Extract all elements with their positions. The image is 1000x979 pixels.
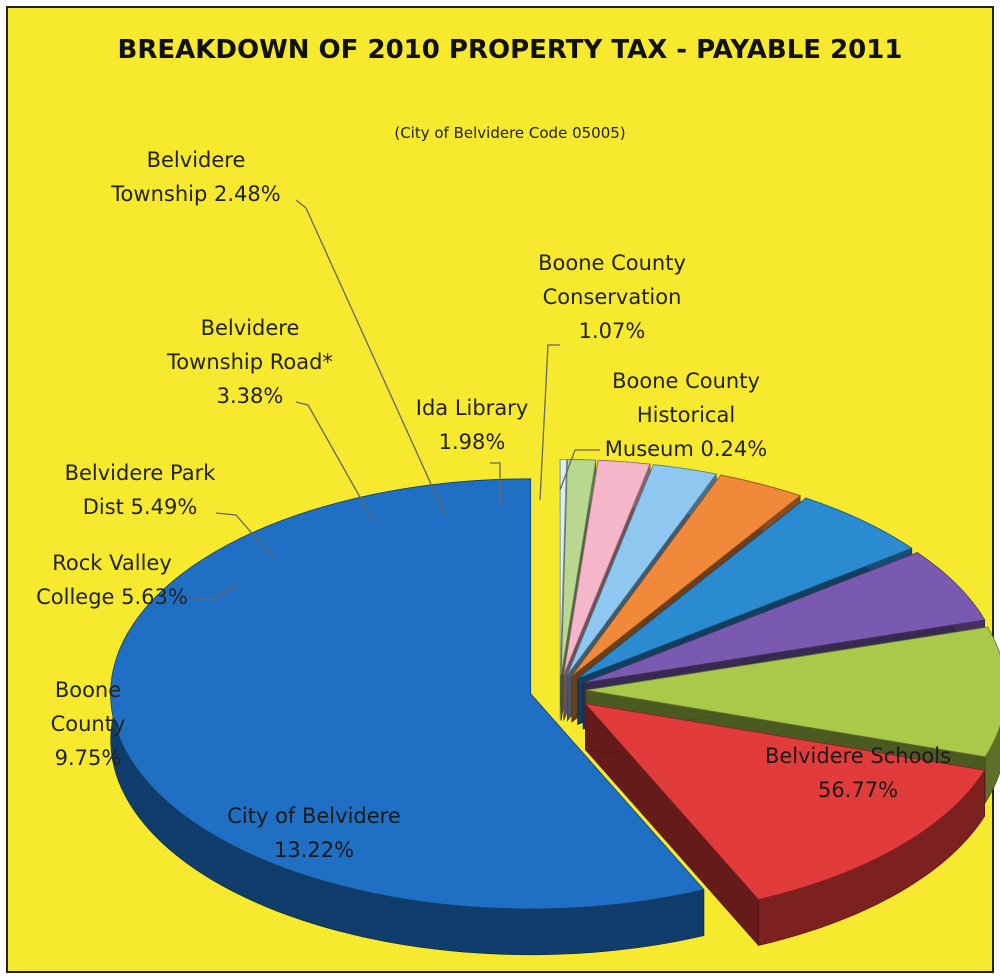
label-museum-line-3: Museum 0.24% [605,437,767,461]
label-park-line-2: Dist 5.49% [83,495,198,519]
leader-museum [559,449,600,491]
slice-belvidere-schools [110,478,705,956]
label-library-line-2: 1.98% [439,430,506,454]
leader-park [215,512,276,561]
label-road-line-3: 3.38% [217,384,284,408]
label-city-line-2: 13.22% [274,838,354,862]
label-museum-line-1: Boone County [612,369,760,393]
label-library-line-1: Ida Library [416,396,529,420]
chart-title: BREAKDOWN OF 2010 PROPERTY TAX - PAYABLE… [118,35,903,65]
label-schools-line-1: Belvidere Schools [765,744,951,768]
label-township-line-2: Township 2.48% [110,182,280,206]
label-city-line-1: City of Belvidere [227,804,401,828]
label-road-line-1: Belvidere [201,316,300,340]
labels-layer: Belvidere Schools 56.77% City of Belvidere… [36,148,951,862]
leader-library [490,462,501,505]
label-conservation-line-3: 1.07% [579,319,646,343]
label-college-line-2: College 5.63% [36,585,188,609]
label-township-line-1: Belvidere [147,148,246,172]
slice-city-of-belvidere [584,702,986,947]
leader-township [295,199,446,516]
label-museum-line-2: Historical [637,403,735,427]
label-college-line-1: Rock Valley [52,551,172,575]
leader-lines [189,199,600,601]
chart-subtitle: (City of Belvidere Code 05005) [394,124,625,142]
label-county-line-1: Boone [55,678,121,702]
label-road-line-2: Township Road* [166,350,333,374]
slices-layer [110,458,1000,956]
leader-conservation [539,344,560,501]
label-county-line-2: County [51,712,126,736]
leader-college [189,584,239,601]
leader-road [295,401,375,523]
label-conservation-line-1: Boone County [538,251,686,275]
label-park-line-1: Belvidere Park [65,461,217,485]
label-schools-line-2: 56.77% [818,778,898,802]
label-county-line-3: 9.75% [55,746,122,770]
label-conservation-line-2: Conservation [543,285,682,309]
